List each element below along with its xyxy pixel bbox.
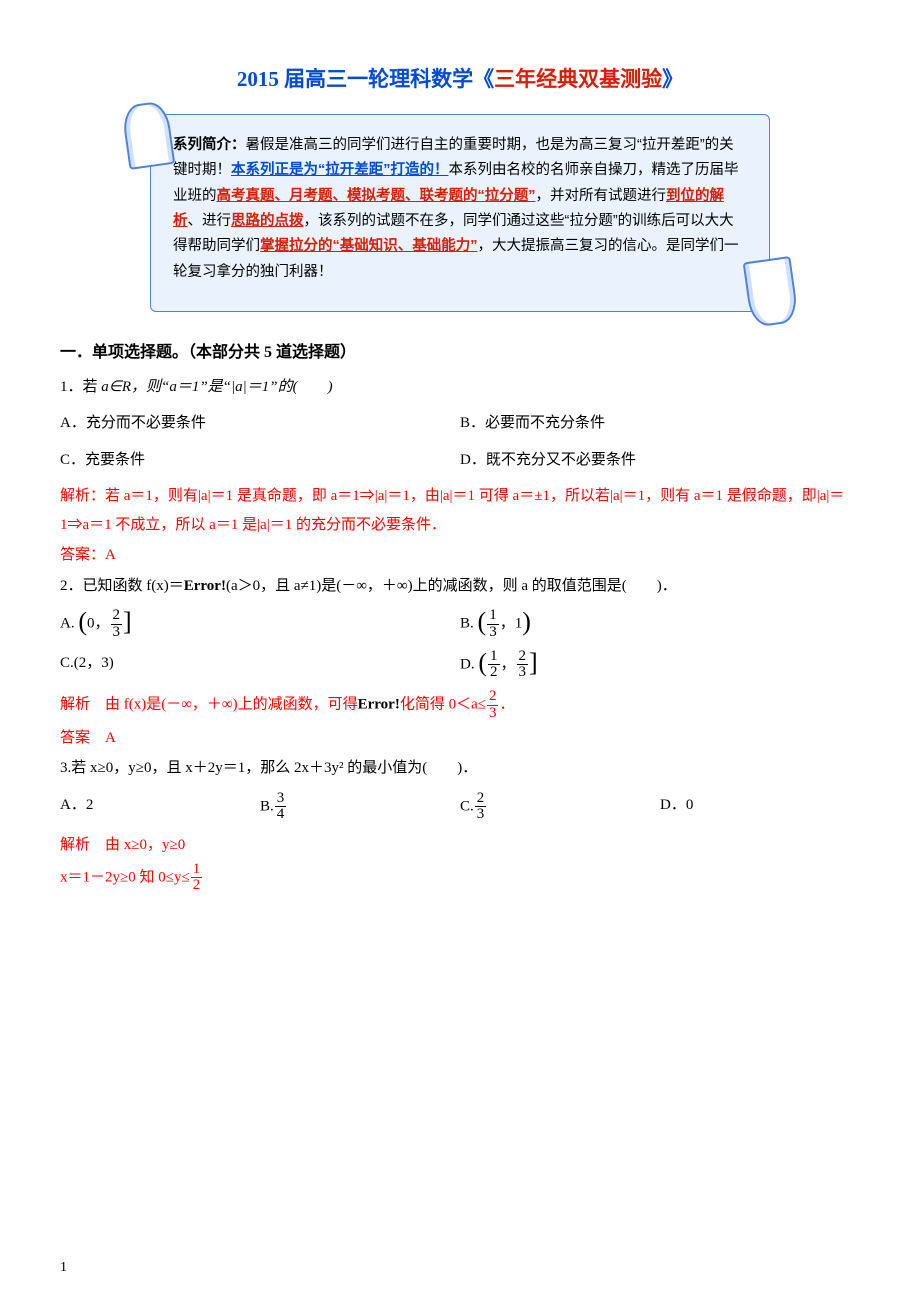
q2-B-mid: ，1 [500, 616, 523, 632]
q2-sol-dot: ． [499, 697, 514, 713]
q2-D-lden: 2 [488, 665, 500, 681]
q2-D-close: ] [529, 650, 538, 676]
series-intro-box: 系列简介：暑假是准高三的同学们进行自主的重要时期，也是为高三复习“拉开差距”的关… [150, 114, 770, 312]
q2-A-pre: A. [60, 616, 75, 632]
q3-B-frac: 34 [275, 791, 287, 824]
q2-D-open: ( [478, 650, 487, 676]
intro-red4: 掌握拉分的“基础知识、基础能力” [260, 238, 478, 254]
q2-optB: B. (13，1) [460, 608, 860, 641]
q2-stem-a: 2．已知函数 f(x)＝ [60, 578, 184, 594]
intro-red1: 高考真题、月考题、模拟考题、联考题的“拉分题” [217, 188, 536, 204]
q1-options-row1: A．充分而不必要条件 B．必要而不充分条件 [60, 409, 860, 438]
title-sub: 三年经典双基测验 [494, 67, 662, 91]
q1-solution: 解析：若 a＝1，则有|a|＝1 是真命题，即 a＝1⇒|a|＝1，由|a|＝1… [60, 482, 860, 539]
q2-B-frac: 13 [487, 608, 499, 641]
q2-A-open: ( [78, 609, 87, 635]
intro-lead: 系列简介： [173, 137, 246, 153]
q2-A-den: 3 [111, 625, 123, 641]
q3-C-frac: 23 [475, 791, 487, 824]
q2-solution: 解析 由 f(x)是(－∞，＋∞)上的减函数，可得Error!化简得 0＜a≤2… [60, 689, 860, 722]
q3-optA: A．2 [60, 791, 260, 824]
q3-C-pre: C. [460, 798, 474, 814]
intro-t3: ，并对所有试题进行 [536, 188, 667, 204]
q2-D-frac2: 23 [517, 649, 529, 682]
q2-C-body: (2，3) [74, 655, 114, 671]
q3-C-den: 3 [475, 807, 487, 823]
q2-sol-den: 3 [487, 706, 499, 722]
q3-sol2-den: 2 [191, 878, 203, 894]
q2-sol-a: 解析 由 f(x)是(－∞，＋∞)上的减函数，可得 [60, 697, 358, 713]
q2-sol-b: 化简得 0＜a≤ [400, 697, 486, 713]
intro-red3: 思路的点拨 [231, 213, 304, 229]
q2-options-row1: A. (0，23] B. (13，1) [60, 608, 860, 641]
q1-optA: A．充分而不必要条件 [60, 409, 460, 438]
q2-B-pre: B. [460, 616, 474, 632]
q2-D-frac1: 12 [488, 649, 500, 682]
q2-B-open: ( [478, 609, 487, 635]
q2-sol-frac: 23 [487, 689, 499, 722]
q2-error: Error! [184, 578, 226, 594]
q3-stem: 3.若 x≥0，y≥0，且 x＋2y＝1，那么 2x＋3y² 的最小值为( )． [60, 754, 860, 783]
q3-sol1: 解析 由 x≥0，y≥0 [60, 831, 860, 860]
q2-A-close: ] [123, 609, 132, 635]
q3-sol2-num: 1 [191, 862, 203, 879]
intro-link1: 本系列正是为“拉开差距”打造的！ [231, 162, 449, 178]
q2-D-mid: ， [501, 656, 516, 672]
q3-C-num: 2 [475, 791, 487, 808]
q2-A-frac: 23 [111, 608, 123, 641]
q1-optD: D．既不充分又不必要条件 [460, 446, 860, 475]
q2-D-pre: D. [460, 656, 475, 672]
q2-optC: C.(2，3) [60, 649, 460, 682]
q3-optB: B.34 [260, 791, 460, 824]
q2-B-num: 1 [487, 608, 499, 625]
q3-options: A．2 B.34 C.23 D．0 [60, 791, 860, 824]
q1-options-row2: C．充要条件 D．既不充分又不必要条件 [60, 446, 860, 475]
page-title: 2015 届高三一轮理科数学《三年经典双基测验》 [60, 60, 860, 100]
q3-B-pre: B. [260, 798, 274, 814]
intro-t4: 、进行 [188, 213, 232, 229]
q3-optD: D．0 [660, 791, 860, 824]
page-number: 1 [60, 1255, 67, 1282]
q3-sol2: x＝1－2y≥0 知 0≤y≤12 [60, 862, 860, 895]
q2-B-close: ) [522, 609, 531, 635]
q2-optD: D. (12，23] [460, 649, 860, 682]
q1-stem-mid: a∈R，则“a＝1”是“|a|＝1”的( ) [101, 379, 332, 395]
q2-B-den: 3 [487, 625, 499, 641]
q2-options-row2: C.(2，3) D. (12，23] [60, 649, 860, 682]
title-close: 》 [662, 67, 683, 91]
q2-sol-num: 2 [487, 689, 499, 706]
title-main: 2015 届高三一轮理科数学《 [237, 67, 494, 91]
q3-B-num: 3 [275, 791, 287, 808]
q2-sol-err: Error! [358, 697, 400, 713]
q1-optB: B．必要而不充分条件 [460, 409, 860, 438]
q2-D-rden: 3 [517, 665, 529, 681]
q1-optC: C．充要条件 [60, 446, 460, 475]
q3-sol2-frac: 12 [191, 862, 203, 895]
q2-stem-b: (a＞0，且 a≠1)是(－∞，＋∞)上的减函数，则 a 的取值范围是( )． [226, 578, 677, 594]
q1-answer: 答案：A [60, 541, 860, 570]
q2-A-left: 0， [87, 616, 110, 632]
q2-D-lnum: 1 [488, 649, 500, 666]
q2-answer: 答案 A [60, 724, 860, 753]
q2-stem: 2．已知函数 f(x)＝Error!(a＞0，且 a≠1)是(－∞，＋∞)上的减… [60, 572, 860, 601]
q2-optA: A. (0，23] [60, 608, 460, 641]
q1-stem-pre: 1．若 [60, 379, 101, 395]
q1-stem: 1．若 a∈R，则“a＝1”是“|a|＝1”的( ) [60, 373, 860, 402]
q3-optC: C.23 [460, 791, 660, 824]
q2-D-rnum: 2 [517, 649, 529, 666]
q3-B-den: 4 [275, 807, 287, 823]
q2-A-num: 2 [111, 608, 123, 625]
section-1-head: 一．单项选择题。（本部分共 5 道选择题） [60, 338, 860, 368]
q3-sol2a: x＝1－2y≥0 知 0≤y≤ [60, 869, 190, 885]
q2-C-pre: C. [60, 655, 74, 671]
